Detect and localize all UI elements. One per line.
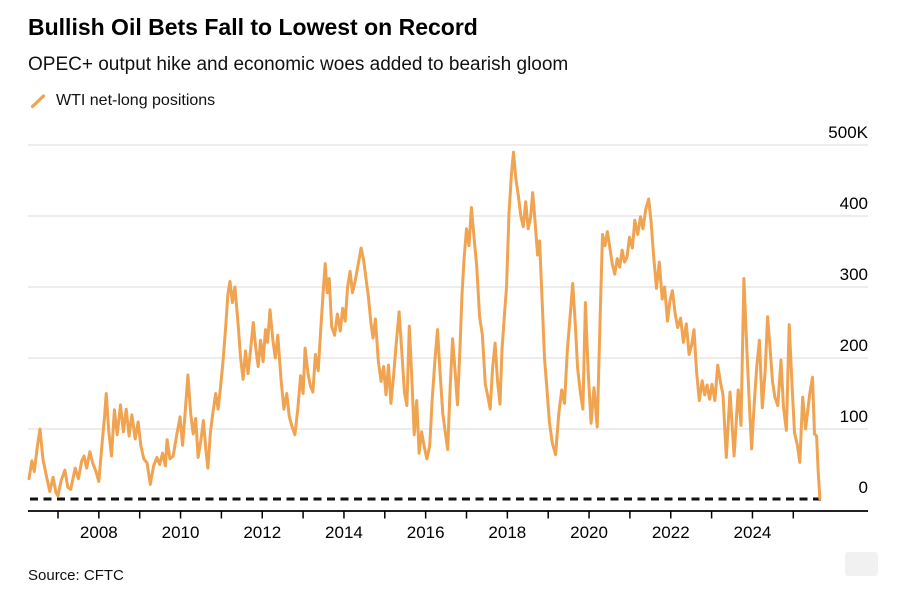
y-tick-label: 500K — [828, 123, 868, 142]
x-tick-label: 2008 — [80, 523, 118, 542]
x-tick-label: 2012 — [243, 523, 281, 542]
watermark-box — [845, 552, 878, 576]
wti-net-long-line — [27, 150, 822, 501]
x-tick-label: 2020 — [570, 523, 608, 542]
source-label: Source: CFTC — [28, 567, 124, 584]
chart-title: Bullish Oil Bets Fall to Lowest on Recor… — [28, 14, 478, 40]
legend-series-label: WTI net-long positions — [56, 92, 216, 109]
y-tick-label: 200 — [840, 336, 868, 355]
x-tick-label: 2010 — [162, 523, 200, 542]
legend: WTI net-long positions — [30, 92, 215, 110]
axis-labels: 0 100 200 300 400 500K 2008 2010 2012 2014 2016 201… — [80, 123, 869, 542]
x-tick-label: 2014 — [325, 523, 363, 542]
line-series — [27, 150, 822, 501]
legend-slash-icon — [30, 93, 46, 108]
y-tick-label: 0 — [859, 478, 868, 497]
x-tick-label: 2018 — [488, 523, 526, 542]
x-tick-label: 2024 — [734, 523, 772, 542]
y-tick-label: 100 — [840, 407, 868, 426]
y-tick-label: 300 — [840, 265, 868, 284]
axes — [28, 497, 868, 519]
x-tick-label: 2022 — [652, 523, 690, 542]
chart-subtitle: OPEC+ output hike and economic woes adde… — [28, 54, 569, 75]
y-tick-label: 400 — [840, 194, 868, 213]
x-tick-label: 2016 — [407, 523, 445, 542]
